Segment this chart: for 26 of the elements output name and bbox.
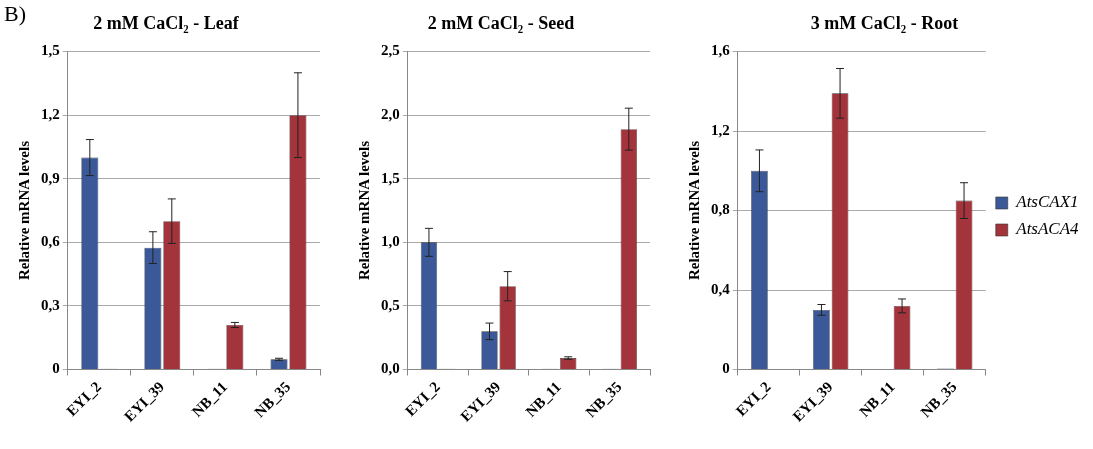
y-tick-label: 0,5	[381, 296, 400, 313]
y-tick-label: 2,0	[381, 106, 400, 123]
y-tick-label: 1,5	[41, 42, 60, 59]
chart-title: 2 mM CaCl₂ - Seed	[427, 13, 575, 34]
y-tick-label: 0,0	[381, 360, 400, 377]
y-tick-label: 0	[52, 360, 60, 377]
y-tick-label: 1,2	[711, 121, 730, 138]
y-tick-label: 0	[722, 360, 730, 377]
y-tick-label: 0,4	[711, 280, 731, 297]
text: B)	[4, 0, 26, 26]
y-axis-title: Relative mRNA levels	[355, 140, 372, 281]
y-tick-label: 0,6	[41, 233, 61, 250]
y-tick-label: 1,0	[381, 233, 400, 250]
y-tick-label: 1,2	[41, 106, 60, 123]
y-tick-label: 0,3	[41, 296, 60, 313]
chart-title: 3 mM CaCl₂ - Root	[810, 13, 959, 34]
chart-title: 2 mM CaCl₂ - Leaf	[93, 13, 240, 34]
y-axis-title: Relative mRNA levels	[15, 140, 32, 281]
y-tick-label: 1,6	[711, 42, 731, 59]
y-axis-title: Relative mRNA levels	[685, 140, 702, 281]
y-tick-label: 2,5	[381, 42, 400, 59]
y-tick-label: 0,9	[41, 169, 60, 186]
y-tick-label: 1,5	[381, 169, 400, 186]
legend-label: AtsACA4	[1015, 219, 1080, 239]
legend-label: AtsCAX1	[1015, 192, 1079, 212]
y-tick-label: 0,8	[711, 201, 730, 218]
